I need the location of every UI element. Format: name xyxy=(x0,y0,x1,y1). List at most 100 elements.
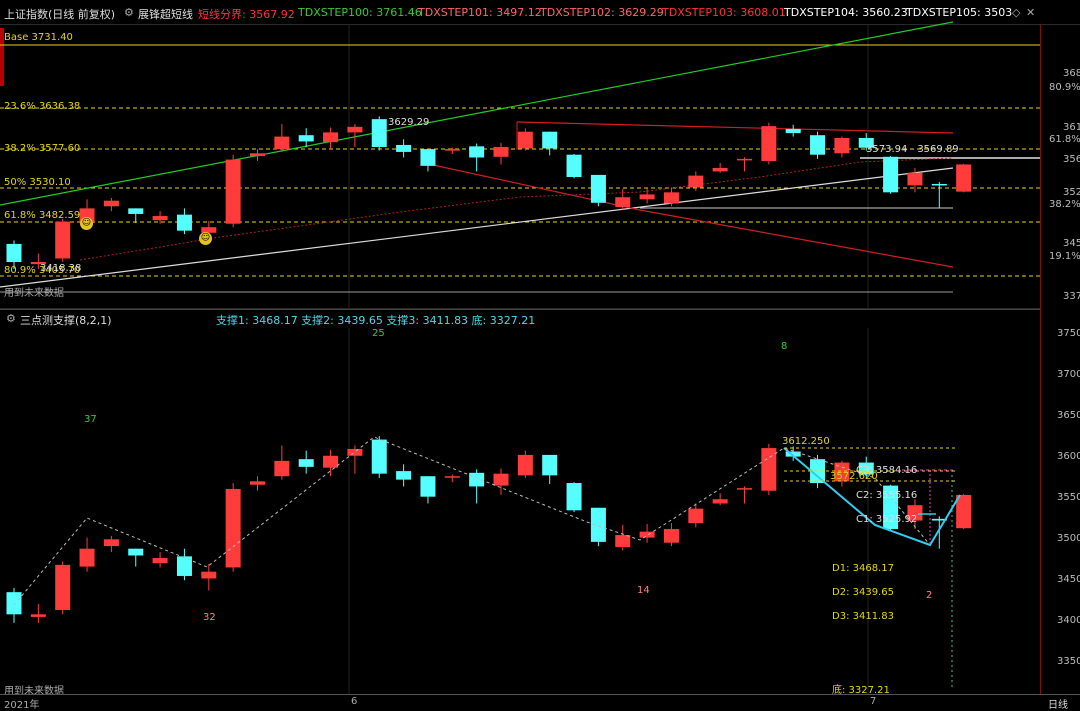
indicator-name[interactable]: 展锋超短线 xyxy=(138,8,193,21)
candle-body-p1-34 xyxy=(834,137,850,154)
fib-label-50: 50% 3530.10 xyxy=(4,177,71,188)
candle-body-p1-22 xyxy=(542,131,558,149)
scale-1-8: 19.1% xyxy=(1049,251,1080,262)
scale-1-3: 61.8% xyxy=(1049,134,1080,145)
candle-body-p1-0 xyxy=(6,243,22,263)
period-button[interactable]: 日线 xyxy=(1048,700,1068,711)
candle-body-p1-30 xyxy=(737,158,752,161)
candle-body-p1-26 xyxy=(639,194,655,200)
support-values: 支撑1: 3468.17 支撑2: 3439.65 支撑3: 3411.83 底… xyxy=(216,314,536,327)
candle-body-p1-29 xyxy=(712,167,728,172)
candle-body-p2-5 xyxy=(128,548,144,556)
count-14: 14 xyxy=(637,585,650,596)
support-indicator-gear-icon[interactable]: ⚙ xyxy=(6,312,16,325)
d1-label: D1: 3468.17 xyxy=(832,563,894,574)
candle-body-p1-16 xyxy=(396,144,412,152)
scale-2-7: 3400 xyxy=(1057,615,1080,626)
candle-body-p2-16 xyxy=(396,471,412,480)
month-6-label: 6 xyxy=(351,696,358,707)
candle-body-p1-39 xyxy=(956,164,972,192)
count-8: 8 xyxy=(781,341,788,352)
candle-body-p2-36 xyxy=(883,485,899,530)
candle-body-p1-1 xyxy=(30,262,46,265)
red-dotted-ma xyxy=(79,157,954,261)
candle-body-p1-10 xyxy=(250,153,265,157)
candle-body-p1-9 xyxy=(225,159,241,224)
candle-body-p1-11 xyxy=(274,136,290,150)
candle-body-p2-37 xyxy=(907,505,923,521)
future-data-label-2: 用到未来数据 xyxy=(4,686,64,697)
indicator-value-5: TDXSTEP104: 3560.23 xyxy=(784,6,908,19)
candle-body-p2-20 xyxy=(493,473,509,486)
indicator-header: 上证指数(日线 前复权) ⚙ 展锋超短线 短线分界: 3567.92 TDXST… xyxy=(0,0,1080,25)
candle-body-p1-6 xyxy=(152,216,168,221)
fib-label-23: 23.6% 3636.38 xyxy=(4,101,81,112)
scale-2-2: 3650 xyxy=(1057,410,1080,421)
scale-2-8: 3350 xyxy=(1057,656,1080,667)
candle-body-p2-38 xyxy=(931,518,947,521)
candle-body-p2-27 xyxy=(663,529,679,543)
candle-body-p1-5 xyxy=(128,208,144,214)
smiley-icon-2: ☺ xyxy=(199,232,212,245)
green-trend-line xyxy=(0,21,954,206)
candle-body-p1-15 xyxy=(371,119,387,148)
white-trend-line xyxy=(0,167,954,288)
count-25: 25 xyxy=(372,328,385,339)
support-indicator-title[interactable]: 三点测支撑(8,2,1) xyxy=(20,314,112,327)
indicator-value-1: TDXSTEP100: 3761.46 xyxy=(298,6,422,19)
candle-body-p2-34 xyxy=(834,462,850,482)
candle-body-p2-8 xyxy=(201,571,217,579)
scale-2-3: 3600 xyxy=(1057,451,1080,462)
c3-label: C3: 3584.16 xyxy=(856,465,918,476)
candle-body-p2-31 xyxy=(761,448,777,491)
scale-1-5: 3524 xyxy=(1063,187,1080,198)
candle-body-p2-22 xyxy=(542,454,558,476)
settings-gear-icon[interactable]: ⚙ xyxy=(124,6,134,19)
candle-body-p2-24 xyxy=(590,507,606,542)
candle-body-p2-25 xyxy=(615,535,631,547)
candle-body-p2-0 xyxy=(6,592,22,615)
expand-diamond-icon[interactable]: ◇ xyxy=(1012,6,1021,19)
future-data-label-1: 用到未来数据 xyxy=(4,288,64,299)
red-down-line xyxy=(423,162,954,268)
candle-body-p1-2 xyxy=(55,221,71,259)
candle-body-p1-27 xyxy=(663,192,679,204)
candle-body-p1-23 xyxy=(566,154,582,178)
scale-1-4: 3569 xyxy=(1063,154,1080,165)
candle-body-p2-2 xyxy=(55,564,71,611)
count-32: 32 xyxy=(203,612,216,623)
candle-body-p1-32 xyxy=(785,128,801,134)
c1-label: C1: 3525.92 xyxy=(856,514,918,525)
scale-1-1: 80.9% xyxy=(1049,82,1080,93)
candle-body-p2-30 xyxy=(737,488,752,490)
candle-body-p2-14 xyxy=(347,448,363,456)
instrument-title[interactable]: 上证指数(日线 前复权) xyxy=(4,8,116,21)
indicator-value-0: 短线分界: 3567.92 xyxy=(198,8,295,21)
candle-body-p1-13 xyxy=(323,132,339,143)
scale-2-5: 3500 xyxy=(1057,533,1080,544)
d3-label: D3: 3411.83 xyxy=(832,611,894,622)
candle-body-p2-7 xyxy=(176,556,192,576)
range-label: 3573.94 - 3569.89 xyxy=(866,144,959,155)
scale-1-2: 3615 xyxy=(1063,122,1080,133)
candle-body-p2-9 xyxy=(225,489,241,568)
scale-1-9: 3377 xyxy=(1063,291,1080,302)
d2-label: D2: 3439.65 xyxy=(832,587,894,598)
candle-body-p2-39 xyxy=(956,494,972,529)
candle-body-p2-3 xyxy=(79,548,95,567)
candle-body-p2-19 xyxy=(469,472,485,487)
candle-body-p2-10 xyxy=(250,481,265,485)
time-axis[interactable]: 2021年 6 7 日线 xyxy=(0,694,1080,711)
candle-body-p1-14 xyxy=(347,126,363,133)
candle-body-p1-12 xyxy=(298,135,314,142)
scale-2-1: 3700 xyxy=(1057,369,1080,380)
close-icon[interactable]: ✕ xyxy=(1026,6,1036,19)
indicator-value-4: TDXSTEP103: 3608.01 xyxy=(662,6,786,19)
low-price-label: 3418.38 xyxy=(40,263,82,274)
left-active-marker xyxy=(0,28,4,86)
candle-body-p2-23 xyxy=(566,483,582,511)
